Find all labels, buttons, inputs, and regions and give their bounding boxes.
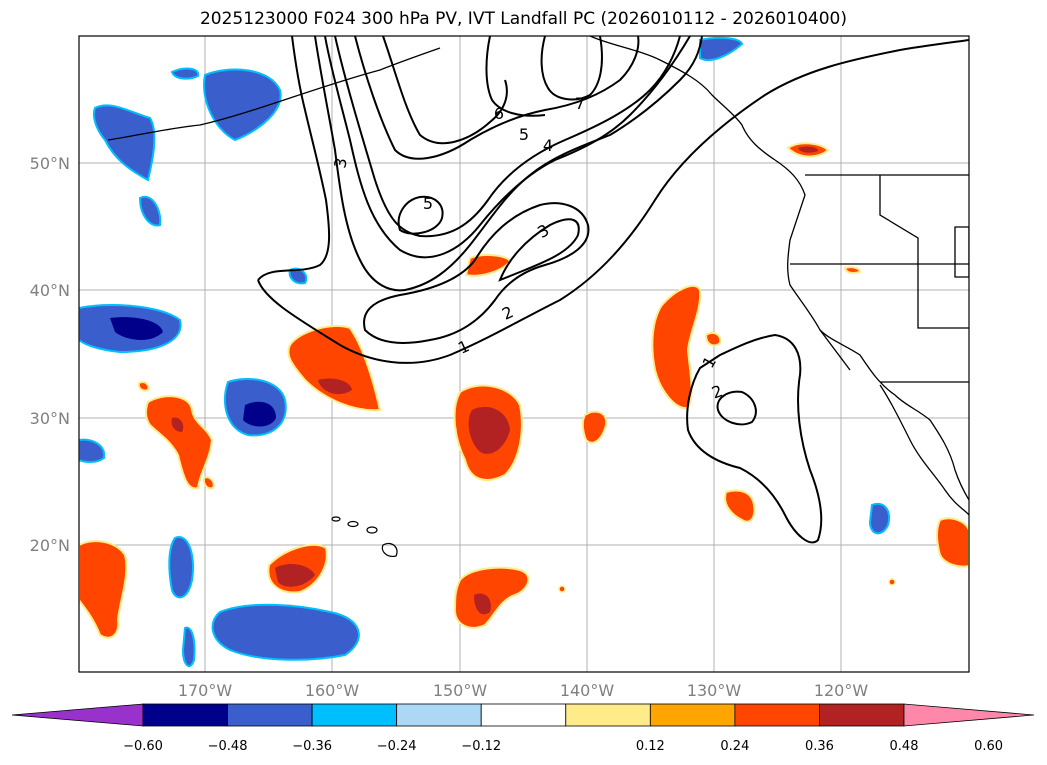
pos-blob [202, 476, 215, 490]
colorbar-swatch [480, 703, 567, 727]
lon-label: 120°W [814, 681, 869, 700]
colorbar-tick-label: 0.36 [805, 739, 834, 754]
colorbar-labels: −0.60 −0.48 −0.36 −0.24 −0.12 0.12 0.24 0.36 0.4… [123, 739, 1003, 754]
negative-pv-regions [79, 36, 891, 668]
coastlines [107, 36, 969, 516]
pos-blob [137, 381, 150, 392]
contour-label: 2 [499, 302, 516, 324]
colorbar-swatch [396, 703, 482, 727]
pos-blob [704, 332, 722, 347]
lon-label: 170°W [178, 681, 233, 700]
pos-blob [453, 566, 530, 629]
colorbar-extend-low [11, 703, 144, 727]
colorbar-tick-label: −0.48 [208, 739, 248, 754]
map-area [79, 36, 969, 672]
neg-max-blob [110, 317, 163, 340]
colorbar-extend-high [903, 703, 1035, 727]
contour-label: 3 [330, 156, 350, 169]
colorbar-swatch [819, 703, 905, 727]
contour-label: 1 [698, 353, 720, 371]
colorbar-tick-label: 0.24 [720, 739, 749, 754]
neg-blob [203, 68, 282, 142]
pos-max-blob [474, 593, 491, 615]
colorbar-swatch [311, 703, 398, 727]
contour-label: 3 [534, 220, 552, 242]
contour-label: 6 [494, 104, 504, 123]
neg-blob [170, 67, 200, 80]
lon-label: 140°W [560, 681, 615, 700]
neg-blob [79, 438, 106, 463]
pos-blob [936, 517, 969, 568]
colorbar-tick-label: −0.12 [461, 739, 501, 754]
neg-blob [92, 104, 156, 182]
neg-blob [181, 626, 196, 668]
latitude-labels: 50°N 40°N 30°N 20°N [30, 154, 70, 555]
lat-label: 50°N [30, 154, 70, 173]
neg-max-blob [243, 401, 276, 427]
positive-pv-regions [79, 142, 969, 639]
pos-dot [888, 578, 896, 586]
contour-label: 4 [543, 136, 553, 155]
pos-max-blob [171, 417, 184, 432]
colorbar-tick-label: −0.60 [123, 739, 163, 754]
pos-dot [558, 585, 566, 593]
contour-label: 2 [709, 381, 725, 402]
longitude-labels: 170°W 160°W 150°W 140°W 130°W 120°W [178, 681, 869, 700]
pos-blob [581, 410, 608, 444]
pos-max-blob [275, 564, 315, 587]
colorbar-swatch [565, 703, 651, 727]
colorbar-tick-label: −0.24 [377, 739, 417, 754]
colorbar-swatch [734, 703, 820, 727]
pos-blob [724, 489, 756, 523]
neg-blob [868, 502, 891, 535]
lon-label: 160°W [305, 681, 360, 700]
contour-label: 5 [519, 125, 529, 144]
contour-label: 5 [423, 194, 433, 213]
colorbar-tick-label: −0.36 [292, 739, 332, 754]
lon-label: 150°W [433, 681, 488, 700]
colorbar-tick-label: 0.48 [890, 739, 919, 754]
colorbar-swatch [142, 703, 228, 727]
lat-label: 20°N [30, 536, 70, 555]
lon-label: 130°W [687, 681, 742, 700]
lat-label: 30°N [30, 409, 70, 428]
colorbar-tick-label: 0.60 [974, 739, 1003, 754]
neg-blob [211, 603, 360, 661]
pos-blob [144, 395, 214, 490]
contour-label: 7 [575, 94, 585, 113]
pos-blob [287, 324, 382, 412]
hawaii-islands [331, 516, 398, 557]
pos-max-blob [318, 378, 352, 395]
neg-blob [168, 536, 194, 599]
neg-blob [138, 195, 162, 227]
pos-blob [843, 266, 862, 274]
pos-max-blob [468, 406, 510, 454]
pos-max-blob [798, 146, 818, 153]
colorbar-swatch [649, 703, 736, 727]
pos-blob [651, 285, 702, 410]
lat-label: 40°N [30, 281, 70, 300]
map-title: 2025123000 F024 300 hPa PV, IVT Landfall… [199, 9, 847, 29]
neg-blob [699, 36, 744, 62]
colorbar [11, 703, 1035, 727]
ivt-contours [257, 36, 969, 544]
map-frame [78, 35, 970, 673]
pos-blob [79, 540, 128, 639]
colorbar-tick-label: 0.12 [636, 739, 665, 754]
colorbar-swatch [227, 703, 313, 727]
